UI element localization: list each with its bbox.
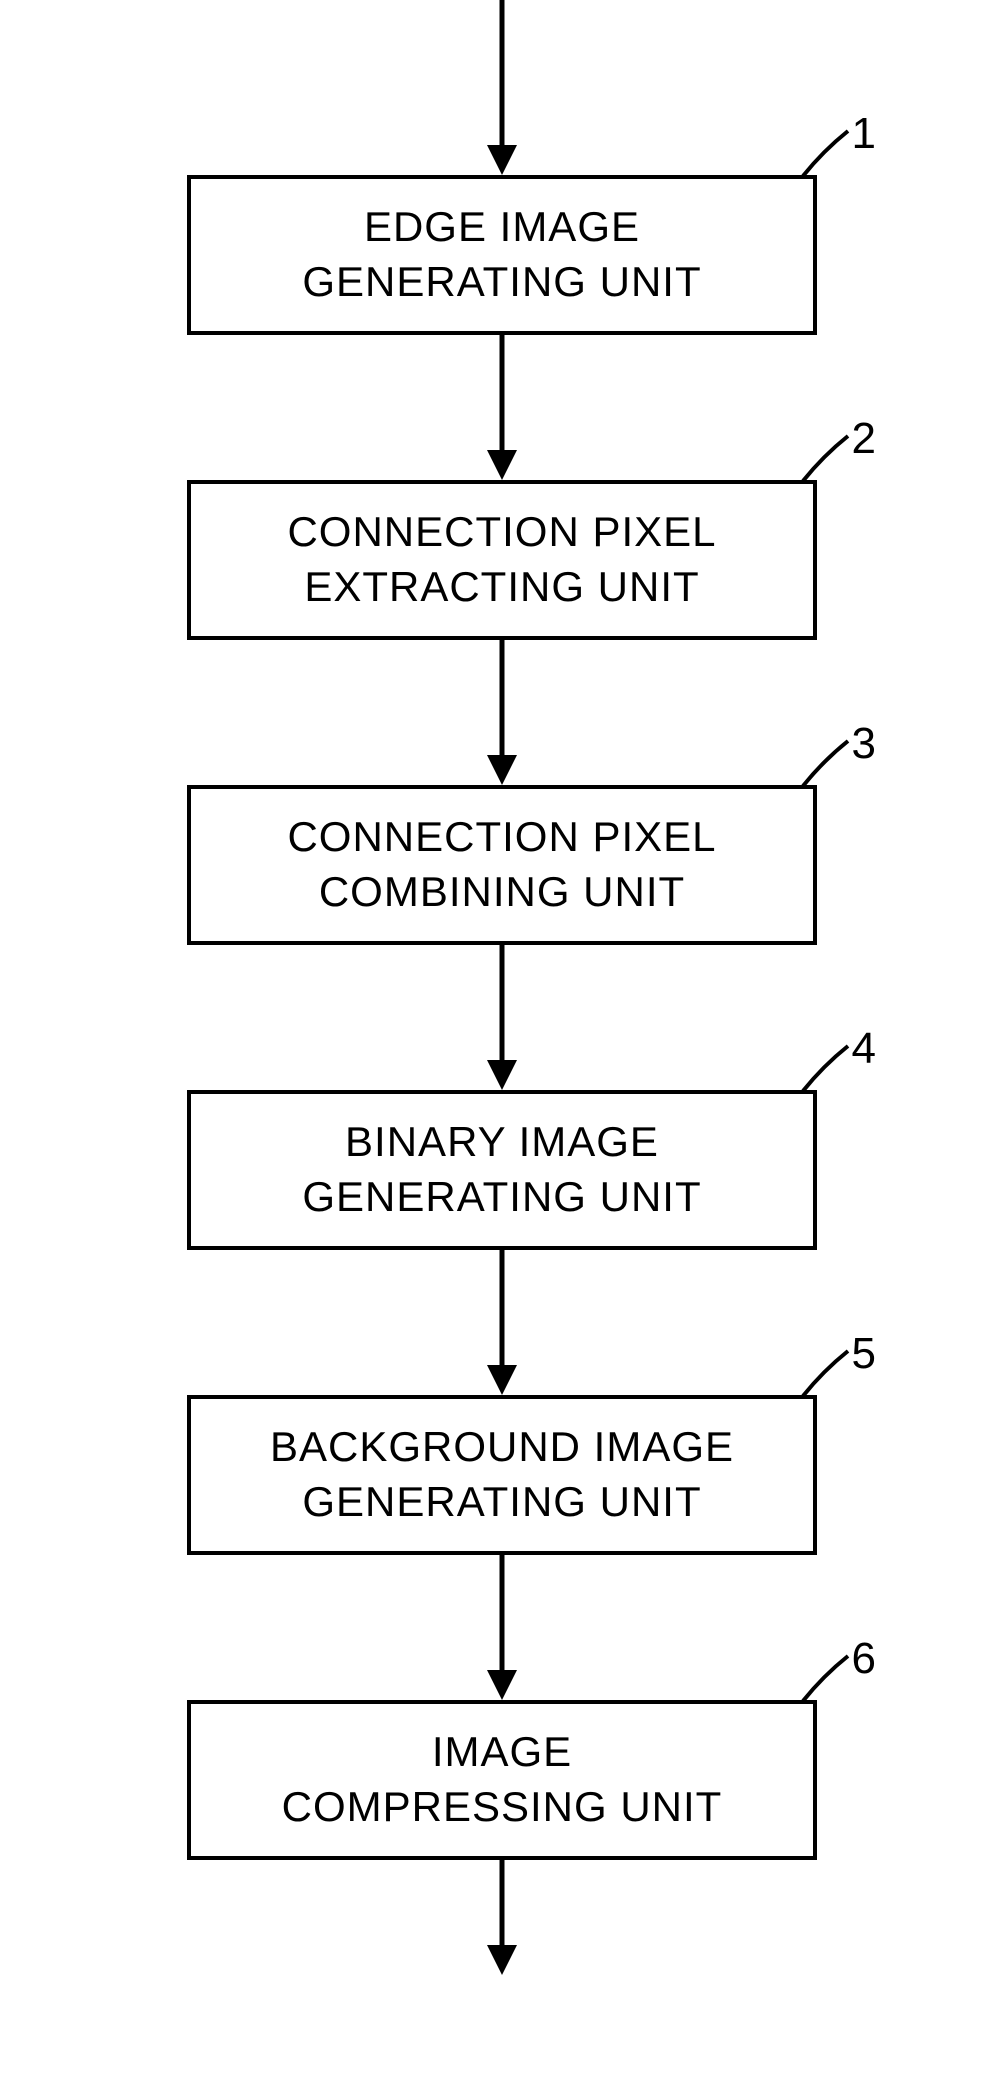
label-container: 6 [798, 1646, 868, 1706]
arrow-1-2 [152, 335, 852, 480]
flowchart-box-5: BACKGROUND IMAGE GENERATING UNIT 5 [187, 1395, 817, 1555]
label-container: 4 [798, 1036, 868, 1096]
box-line1: CONNECTION PIXEL [287, 508, 716, 555]
arrow-final [152, 1860, 852, 1975]
box-line2: COMPRESSING UNIT [282, 1783, 723, 1830]
box-text: CONNECTION PIXEL EXTRACTING UNIT [287, 505, 716, 614]
box-label: 4 [852, 1024, 876, 1074]
arrow-2-3 [152, 640, 852, 785]
label-container: 1 [798, 121, 868, 181]
box-label: 5 [852, 1329, 876, 1379]
box-label: 6 [852, 1634, 876, 1684]
label-container: 3 [798, 731, 868, 791]
box-text: BACKGROUND IMAGE GENERATING UNIT [270, 1420, 734, 1529]
flowchart-box-3: CONNECTION PIXEL COMBINING UNIT 3 [187, 785, 817, 945]
box-text: BINARY IMAGE GENERATING UNIT [302, 1115, 701, 1224]
box-line2: COMBINING UNIT [319, 868, 685, 915]
arrow-icon [477, 1860, 527, 1975]
label-container: 5 [798, 1341, 868, 1401]
box-label: 2 [852, 414, 876, 464]
box-text: EDGE IMAGE GENERATING UNIT [302, 200, 701, 309]
arrow-icon [477, 1250, 527, 1395]
box-line2: GENERATING UNIT [302, 1173, 701, 1220]
arrow-icon [477, 640, 527, 785]
flowchart-box-6: IMAGE COMPRESSING UNIT 6 [187, 1700, 817, 1860]
flowchart-box-4: BINARY IMAGE GENERATING UNIT 4 [187, 1090, 817, 1250]
box-line1: BINARY IMAGE [345, 1118, 659, 1165]
flowchart-box-2: CONNECTION PIXEL EXTRACTING UNIT 2 [187, 480, 817, 640]
box-line2: GENERATING UNIT [302, 1478, 701, 1525]
box-label: 3 [852, 719, 876, 769]
arrow-initial [152, 0, 852, 175]
arrow-icon [477, 335, 527, 480]
box-text: IMAGE COMPRESSING UNIT [282, 1725, 723, 1834]
box-line1: EDGE IMAGE [364, 203, 640, 250]
arrow-5-6 [152, 1555, 852, 1700]
box-line2: GENERATING UNIT [302, 258, 701, 305]
box-line1: IMAGE [432, 1728, 572, 1775]
flowchart-box-1: EDGE IMAGE GENERATING UNIT 1 [187, 175, 817, 335]
flowchart-container: EDGE IMAGE GENERATING UNIT 1 CONNECTION … [152, 0, 852, 1975]
arrow-3-4 [152, 945, 852, 1090]
box-line2: EXTRACTING UNIT [304, 563, 699, 610]
box-text: CONNECTION PIXEL COMBINING UNIT [287, 810, 716, 919]
label-container: 2 [798, 426, 868, 486]
arrow-icon [477, 1555, 527, 1700]
box-line1: BACKGROUND IMAGE [270, 1423, 734, 1470]
box-line1: CONNECTION PIXEL [287, 813, 716, 860]
box-label: 1 [852, 109, 876, 159]
arrow-icon [477, 945, 527, 1090]
arrow-4-5 [152, 1250, 852, 1395]
arrow-icon [477, 0, 527, 175]
